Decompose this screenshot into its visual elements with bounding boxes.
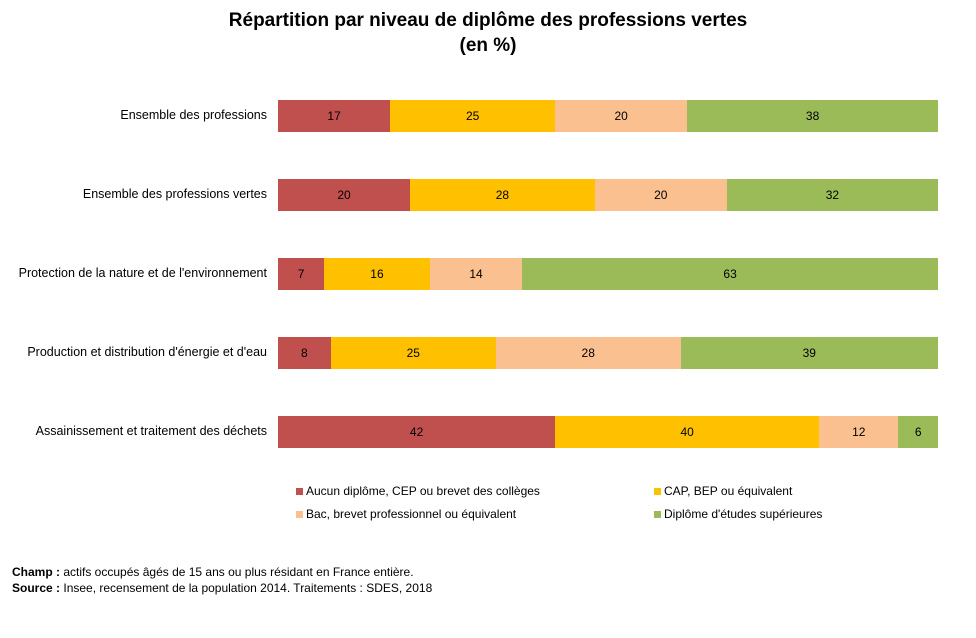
data-label: 42 bbox=[409, 425, 424, 439]
data-label: 39 bbox=[802, 346, 816, 360]
bar-segment: 28 bbox=[410, 179, 595, 211]
champ-note: Champ : actifs occupés âgés de 15 ans ou… bbox=[12, 564, 432, 580]
data-label: 6 bbox=[914, 425, 922, 439]
legend-swatch bbox=[296, 487, 303, 495]
chart-title: Répartition par niveau de diplôme des pr… bbox=[0, 8, 976, 58]
data-label: 20 bbox=[614, 109, 628, 123]
data-label: 14 bbox=[469, 267, 483, 281]
legend-label: Diplôme d'études supérieures bbox=[664, 507, 823, 521]
legend-label: Bac, brevet professionnel ou équivalent bbox=[306, 507, 517, 521]
chart-title-main: Répartition par niveau de diplôme des pr… bbox=[228, 10, 748, 31]
data-label: 25 bbox=[466, 109, 480, 123]
legend-swatch bbox=[654, 510, 661, 518]
bar-segment: 20 bbox=[278, 179, 410, 211]
bar-segment: 12 bbox=[819, 416, 899, 448]
bar-segment: 42 bbox=[278, 416, 556, 448]
bar-segment: 17 bbox=[278, 100, 391, 132]
data-label: 28 bbox=[581, 346, 595, 360]
bar-segment: 8 bbox=[278, 337, 331, 369]
data-label: 16 bbox=[370, 267, 384, 281]
chart-notes: Champ : actifs occupés âgés de 15 ans ou… bbox=[12, 564, 432, 596]
source-text: Insee, recensement de la population 2014… bbox=[63, 581, 433, 595]
legend-item: CAP, BEP ou équivalent bbox=[654, 484, 792, 498]
data-label: 8 bbox=[301, 346, 308, 360]
legend-swatch bbox=[296, 510, 303, 518]
bar-segment: 20 bbox=[555, 100, 688, 132]
data-label: 32 bbox=[825, 188, 840, 202]
chart-subtitle: (en %) bbox=[459, 35, 517, 56]
legend-item: Bac, brevet professionnel ou équivalent bbox=[296, 507, 516, 521]
data-label: 20 bbox=[654, 188, 668, 202]
legend-label: Aucun diplôme, CEP ou brevet des collège… bbox=[306, 484, 540, 498]
bar-segment: 40 bbox=[555, 416, 820, 448]
bar-segment: 63 bbox=[522, 258, 938, 290]
source-label: Source : bbox=[12, 581, 61, 595]
category-label: Assainissement et traitement des déchets bbox=[35, 424, 267, 438]
data-label: 25 bbox=[406, 346, 420, 360]
bar-segment: 28 bbox=[495, 337, 681, 369]
data-label: 7 bbox=[297, 267, 305, 281]
legend-item: Diplôme d'études supérieures bbox=[654, 507, 822, 521]
data-label: 40 bbox=[680, 425, 694, 439]
category-label: Protection de la nature et de l'environn… bbox=[18, 266, 267, 280]
data-label: 17 bbox=[327, 109, 341, 123]
data-label: 20 bbox=[337, 188, 351, 202]
bar-segment: 14 bbox=[429, 258, 523, 290]
bar-segment: 7 bbox=[278, 258, 325, 290]
category-label: Ensemble des professions bbox=[120, 108, 267, 122]
bar-segment: 20 bbox=[594, 179, 727, 211]
bar-segment: 25 bbox=[330, 337, 496, 369]
category-label: Production et distribution d'énergie et … bbox=[27, 345, 267, 359]
champ-label: Champ : bbox=[12, 565, 60, 579]
data-label: 12 bbox=[852, 425, 866, 439]
source-note: Source : Insee, recensement de la popula… bbox=[12, 580, 432, 596]
bar-segment: 16 bbox=[324, 258, 430, 290]
data-label: 38 bbox=[805, 109, 820, 123]
data-label: 28 bbox=[495, 188, 510, 202]
bar-segment: 32 bbox=[726, 179, 938, 211]
bar-segment: 25 bbox=[390, 100, 556, 132]
data-label: 63 bbox=[723, 267, 737, 281]
champ-text: actifs occupés âgés de 15 ans ou plus ré… bbox=[63, 565, 414, 579]
bar-segment: 39 bbox=[680, 337, 938, 369]
category-label: Ensemble des professions vertes bbox=[82, 187, 267, 201]
legend-item: Aucun diplôme, CEP ou brevet des collège… bbox=[296, 484, 540, 498]
legend-swatch bbox=[654, 487, 661, 495]
legend-label: CAP, BEP ou équivalent bbox=[664, 484, 793, 498]
bar-segment: 38 bbox=[687, 100, 938, 132]
bar-segment: 6 bbox=[898, 416, 938, 448]
